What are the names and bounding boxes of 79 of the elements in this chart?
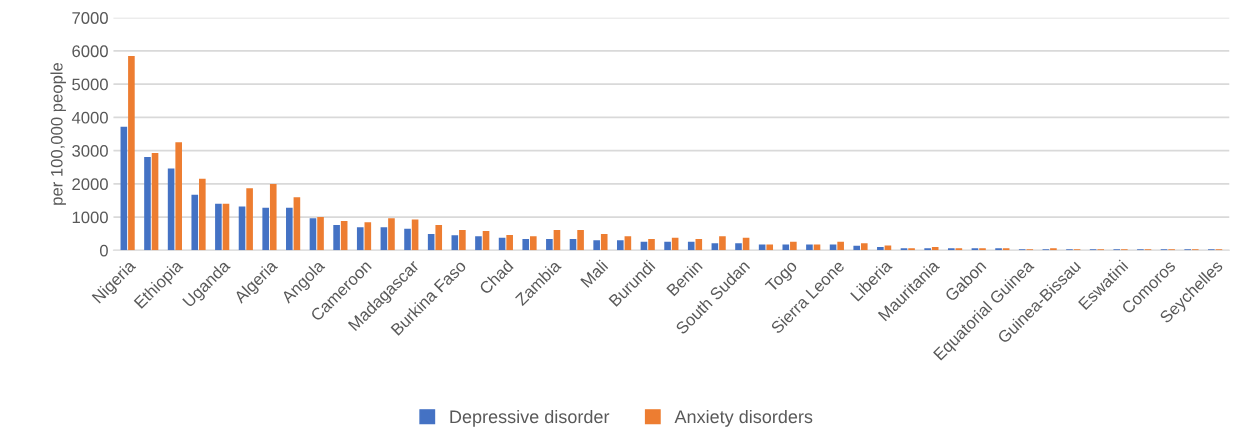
bar: [924, 248, 931, 251]
y-tick-label: 7000: [72, 12, 108, 24]
bar: [931, 246, 939, 251]
bar: [309, 218, 317, 251]
bar: [955, 248, 963, 251]
bar: [506, 235, 513, 251]
y-tick-label: 2000: [72, 178, 108, 191]
bar: [995, 248, 1002, 251]
bar: [806, 244, 813, 251]
x-tick-label: Togo: [764, 259, 801, 295]
y-tick-label: 3000: [72, 145, 108, 157]
bar: [175, 142, 182, 251]
bar: [687, 241, 695, 251]
bar: [624, 236, 632, 251]
y-tick-label: 4000: [71, 111, 108, 124]
bar: [735, 243, 742, 251]
bar: [333, 224, 340, 251]
bar: [222, 203, 230, 251]
bar: [286, 207, 293, 251]
bar: [553, 230, 561, 251]
bar: [766, 244, 774, 251]
bar: [435, 224, 443, 251]
bar: [900, 248, 908, 251]
bar: [388, 218, 395, 251]
bar: [269, 184, 277, 251]
bar: [853, 245, 861, 251]
bar: [199, 178, 206, 251]
bar: [971, 248, 979, 251]
bar: [364, 222, 372, 251]
bar: [695, 239, 703, 251]
bar: [546, 239, 553, 251]
bar: [860, 243, 868, 251]
bar: [813, 244, 821, 251]
y-tick-label: 1000: [72, 211, 108, 224]
bar: [451, 235, 459, 251]
bar: [475, 236, 482, 251]
bar: [522, 239, 530, 251]
bar: [356, 227, 364, 251]
bar: [191, 194, 199, 251]
bar: [1050, 248, 1057, 251]
bar: [246, 188, 253, 251]
bar: [577, 230, 584, 251]
y-tick-label: 0: [99, 244, 108, 257]
bar: [719, 236, 726, 251]
bar: [593, 240, 600, 251]
bar: [979, 248, 986, 251]
bar: [317, 216, 324, 251]
bar: [167, 168, 175, 251]
bar: [293, 197, 301, 251]
y-tick-label: 5000: [72, 78, 108, 91]
bar: [877, 246, 884, 251]
bar: [947, 248, 955, 251]
bar: [459, 230, 466, 251]
bar: [529, 236, 537, 251]
bar: [144, 156, 151, 251]
bar: [380, 227, 388, 251]
bar: [1002, 248, 1010, 251]
bar: [120, 126, 128, 251]
y-tick-label: 6000: [72, 45, 108, 58]
legend-label: Depressive disorder: [450, 409, 610, 427]
bar: [128, 55, 135, 251]
bar: [616, 240, 624, 251]
bar: [262, 207, 269, 251]
bar: [215, 203, 222, 251]
bar: [790, 241, 797, 251]
bar: [884, 245, 892, 251]
bar: [782, 244, 790, 251]
legend-label: Anxiety disorders: [674, 409, 813, 427]
bar: [664, 241, 671, 251]
bar: [837, 241, 844, 251]
bar: [600, 234, 608, 251]
bar: [829, 244, 837, 251]
bar: [404, 228, 411, 251]
bar: [758, 244, 766, 251]
y-axis-title: per 100,000 people: [50, 62, 66, 205]
bar: [151, 152, 159, 251]
bar: [238, 206, 246, 251]
bar: [648, 239, 655, 251]
bar: [908, 248, 915, 251]
